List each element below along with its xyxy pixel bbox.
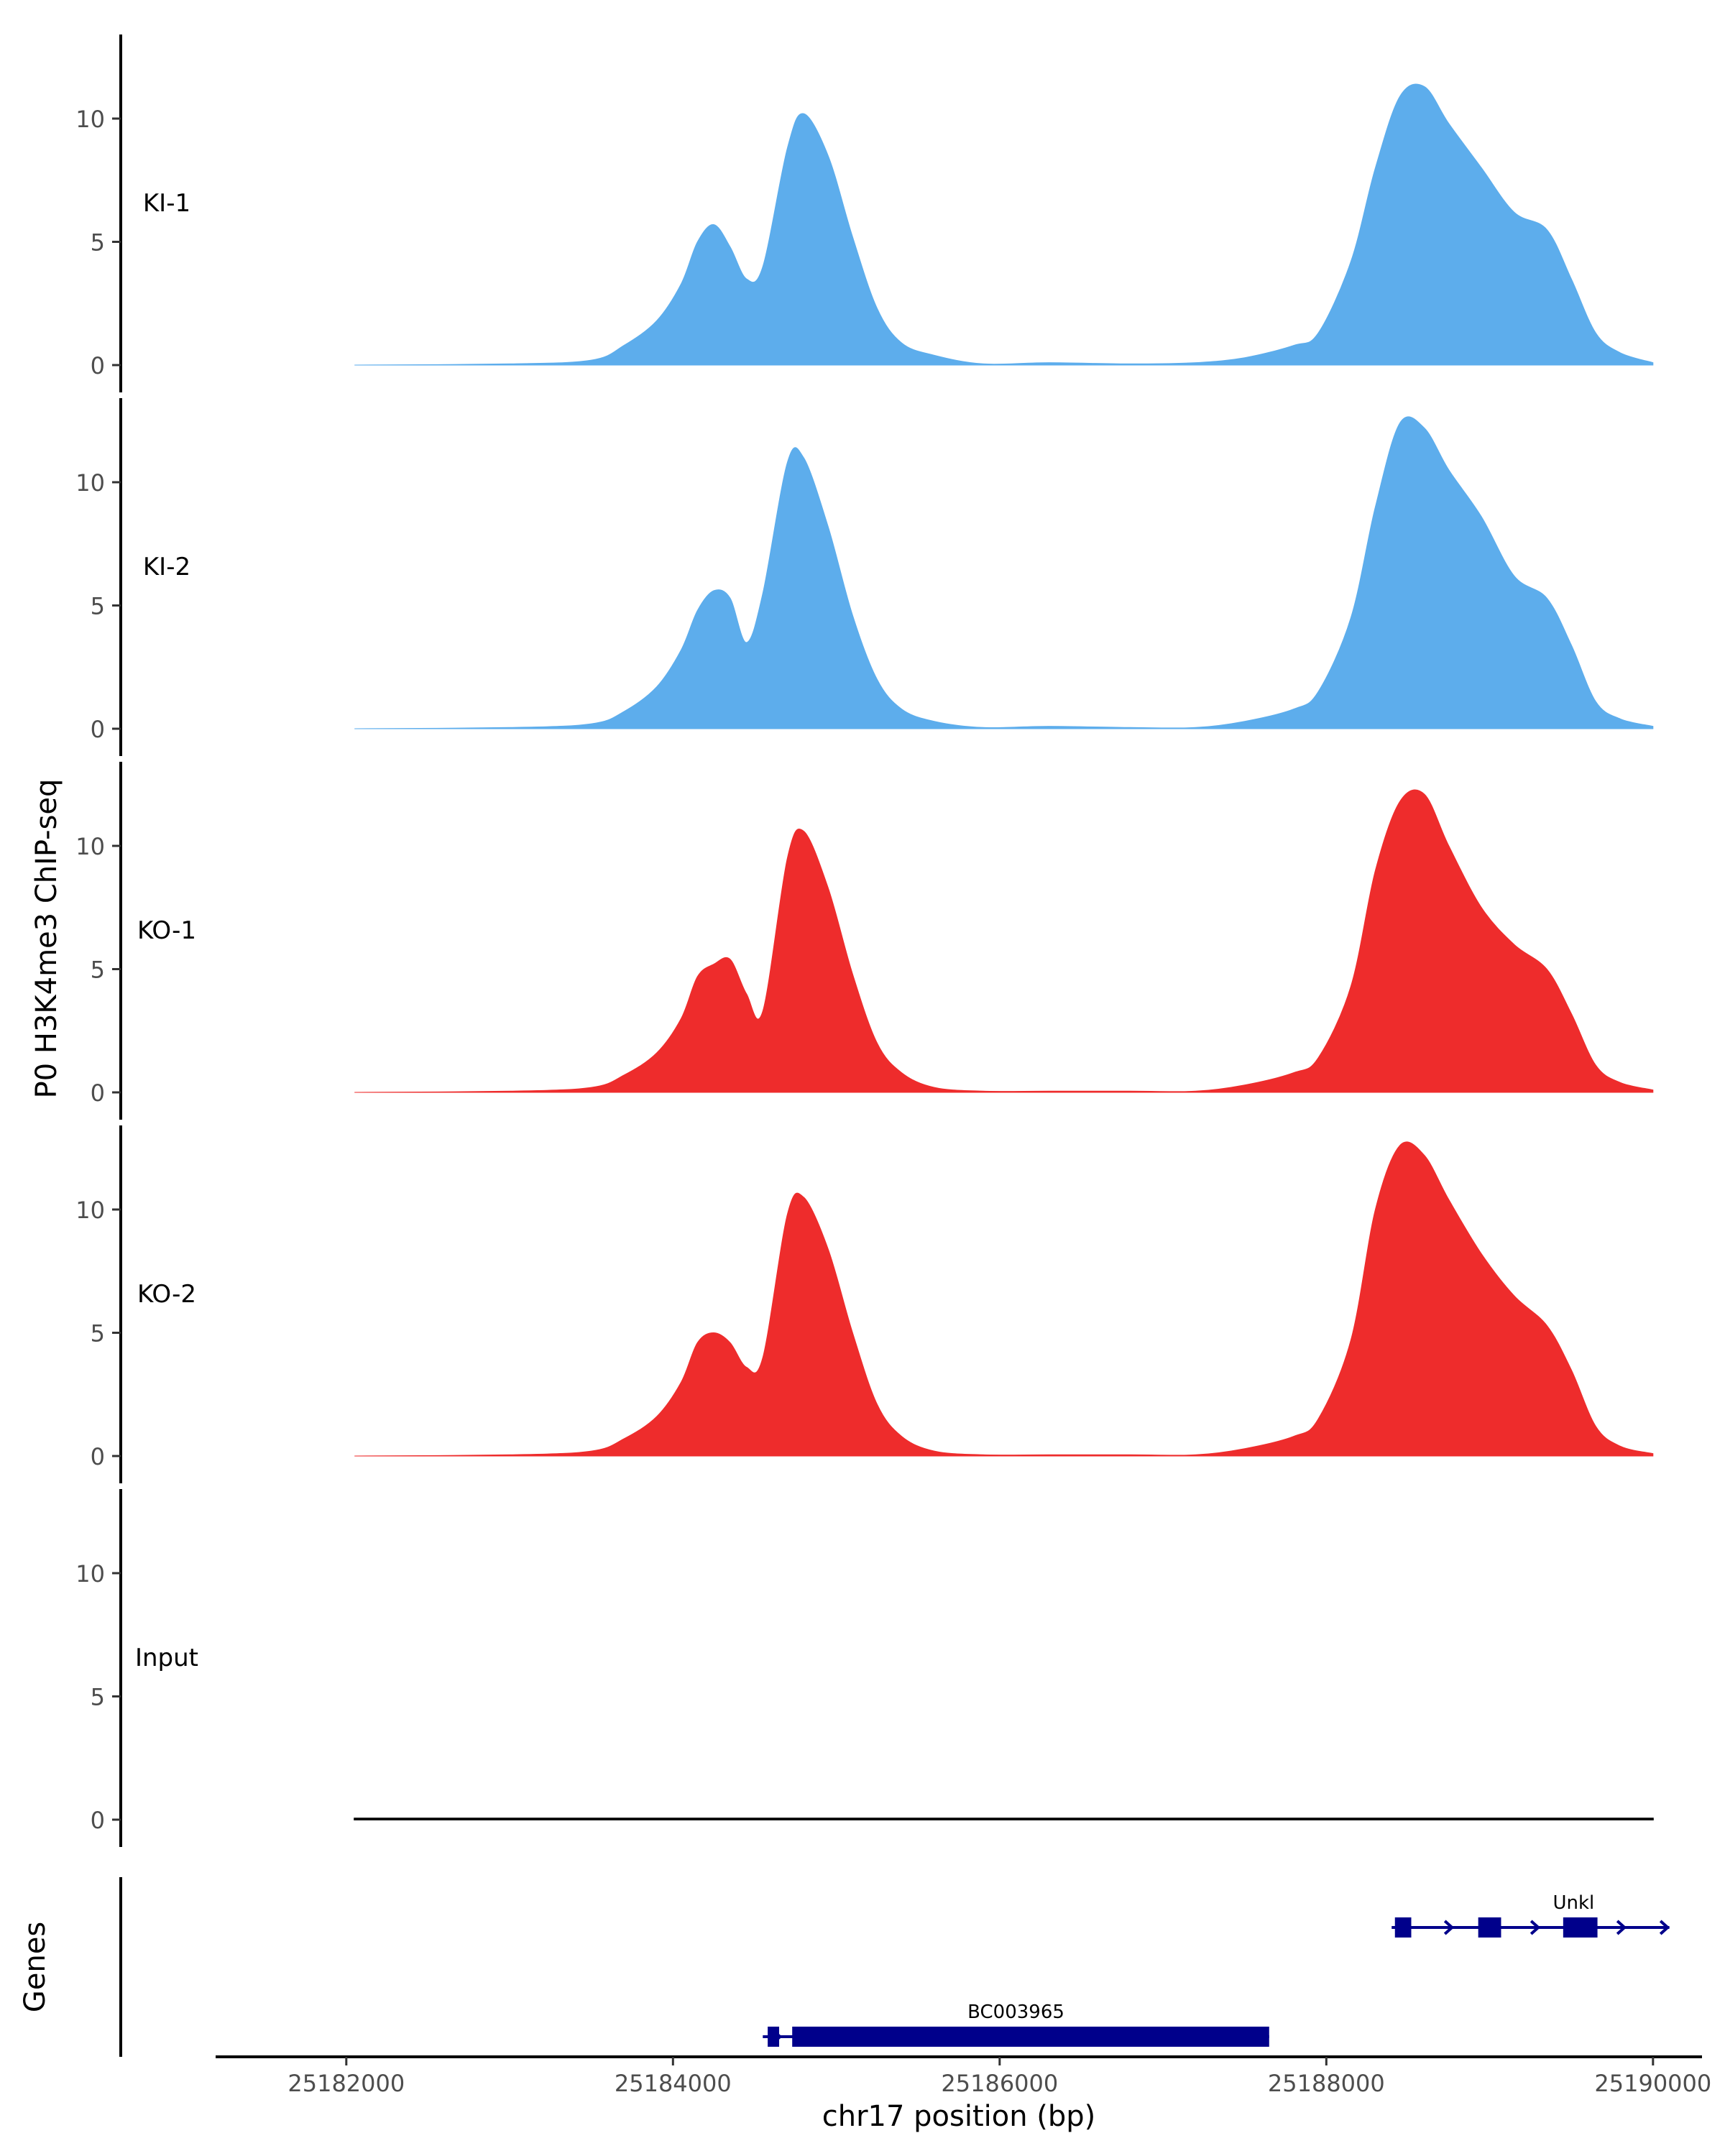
track-label: KO-2 [137, 1280, 196, 1309]
y-tick-label: 0 [91, 1807, 105, 1834]
y-tick-label: 10 [75, 469, 105, 497]
strand-arrow [1530, 1920, 1541, 1935]
y-tick-label: 0 [91, 1443, 105, 1470]
coverage-area-input [354, 1818, 1654, 1820]
y-axis-label: P0 H3K4me3 ChIP-seq [30, 779, 63, 1099]
x-tick-label: 25188000 [1268, 2070, 1385, 2097]
gene-exon [1394, 1917, 1412, 1938]
coverage-area-ki-2 [354, 416, 1654, 729]
genes-track-label: Genes [19, 1922, 52, 2012]
gene-exon [1478, 1917, 1501, 1938]
gene-unkl: Unkl [1392, 1892, 1670, 1938]
y-tick-label: 5 [91, 957, 105, 984]
strand-arrow [1659, 1920, 1670, 1935]
y-tick-label: 5 [91, 1320, 105, 1348]
gene-name-label: BC003965 [967, 2001, 1064, 2023]
x-tick-label: 25186000 [941, 2070, 1058, 2097]
track-ki-2: 0 5 10 KI-2 [75, 398, 1654, 756]
gene-exon [1563, 1917, 1598, 1938]
coverage-area-ko-1 [354, 789, 1654, 1093]
track-ko-1: 0 5 10 KO-1 [75, 762, 1654, 1120]
gene-bc003965: BC003965 [763, 2001, 1269, 2047]
track-ki-1: 0 5 10 KI-1 [75, 34, 1654, 392]
x-axis-label: chr17 position (bp) [822, 2100, 1096, 2133]
coverage-area-ki-1 [354, 83, 1654, 366]
track-label: KI-1 [143, 189, 190, 218]
coverage-tracks: 0 5 10 KI-1 0 5 10 KI-2 0 5 10 KO-1 0 5 10 KO-2 0 5 10 Inpu… [75, 34, 1654, 1847]
gene-exon [768, 2027, 780, 2047]
x-tick-label: 25182000 [288, 2070, 405, 2097]
y-tick-label: 10 [75, 1560, 105, 1588]
genes-panel: Genes Unkl BC003965 [19, 1877, 1670, 2057]
track-label: KO-1 [137, 916, 196, 945]
gene-models: Unkl BC003965 [119, 1877, 1670, 2057]
track-label: Input [135, 1644, 198, 1672]
track-input: 0 5 10 Input [75, 1489, 1654, 1847]
y-tick-label: 10 [75, 833, 105, 860]
x-tick-label: 25184000 [615, 2070, 732, 2097]
track-label: KI-2 [143, 553, 190, 581]
y-tick-label: 5 [91, 593, 105, 620]
y-tick-label: 10 [75, 1197, 105, 1224]
y-tick-label: 10 [75, 106, 105, 133]
track-ko-2: 0 5 10 KO-2 [75, 1125, 1654, 1483]
y-tick-label: 0 [91, 352, 105, 379]
strand-arrow [1616, 1920, 1627, 1935]
gene-name-label: Unkl [1552, 1892, 1594, 1914]
coverage-area-ko-2 [354, 1141, 1654, 1457]
strand-arrow [1443, 1920, 1455, 1935]
y-tick-label: 5 [91, 1684, 105, 1711]
x-axis: 25182000 25184000 25186000 25188000 25190000 [216, 2055, 1711, 2097]
x-tick-label: 25190000 [1594, 2070, 1711, 2097]
y-tick-label: 0 [91, 716, 105, 743]
y-tick-label: 5 [91, 229, 105, 257]
gene-exon [792, 2027, 1269, 2047]
y-tick-label: 0 [91, 1079, 105, 1107]
